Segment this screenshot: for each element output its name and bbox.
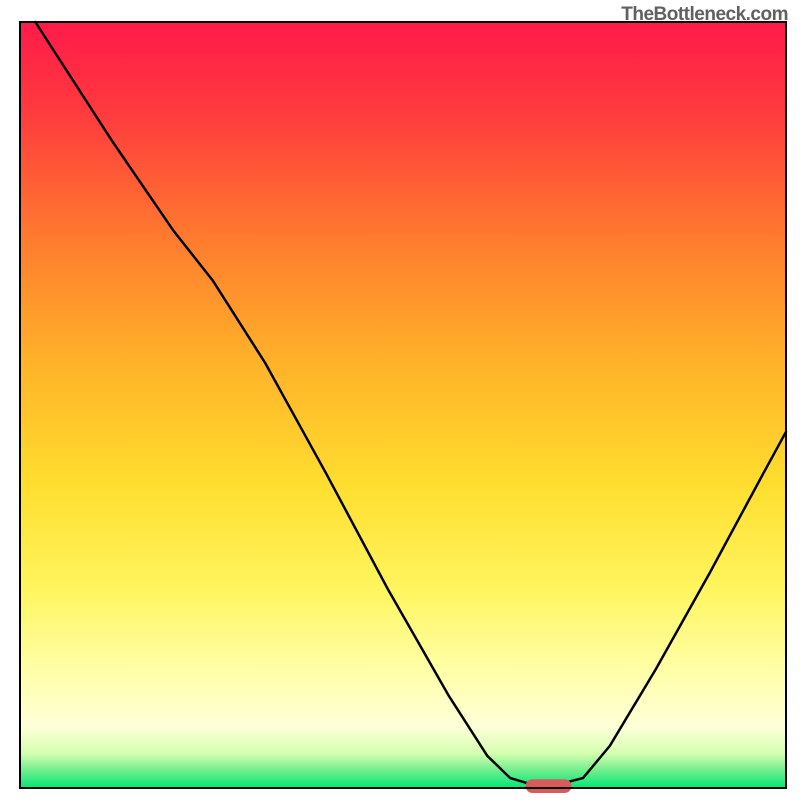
- optimal-marker: [526, 779, 572, 793]
- bottleneck-chart: TheBottleneck.com: [0, 0, 800, 800]
- plot-background: [20, 22, 786, 788]
- chart-svg: [0, 0, 800, 800]
- watermark-text: TheBottleneck.com: [621, 4, 788, 26]
